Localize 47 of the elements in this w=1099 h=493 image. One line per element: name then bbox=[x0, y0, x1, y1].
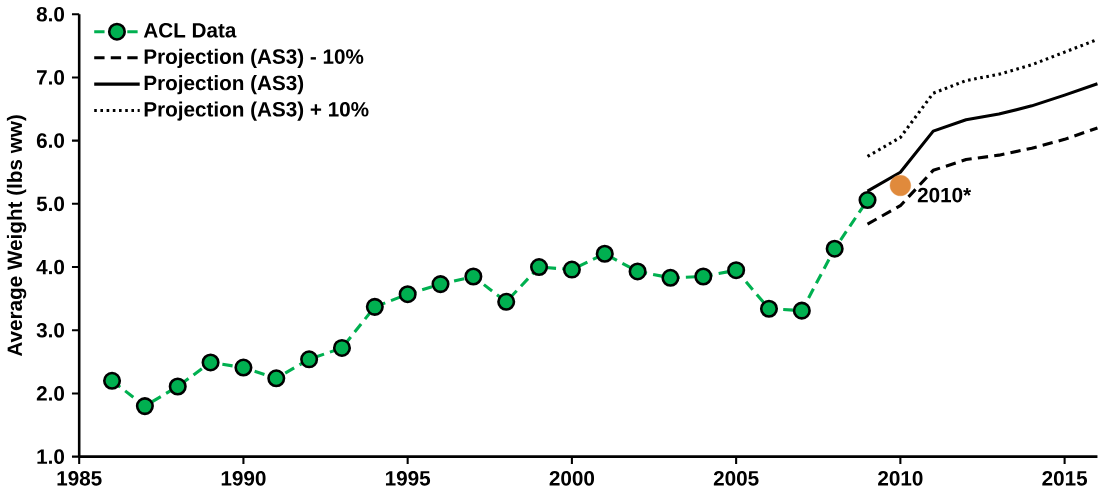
point bbox=[759, 299, 779, 319]
point bbox=[365, 298, 384, 317]
y-tick-label: 6.0 bbox=[36, 133, 65, 149]
x-tick-label: 1985 bbox=[57, 471, 102, 486]
point bbox=[792, 301, 811, 320]
y-tick-label: 2.0 bbox=[36, 386, 65, 402]
x-tick-label: 2010 bbox=[878, 471, 923, 486]
point bbox=[103, 372, 122, 391]
y-axis-title: Average Weight (lbs ww) bbox=[6, 115, 27, 357]
x-tick-label: 2000 bbox=[549, 471, 595, 486]
line-series bbox=[865, 126, 1099, 226]
point bbox=[595, 244, 614, 264]
x-tick-label: 1990 bbox=[221, 471, 266, 486]
point bbox=[497, 292, 516, 312]
y-tick-label: 7.0 bbox=[37, 70, 65, 85]
point bbox=[332, 339, 352, 358]
annotation: 2010* bbox=[917, 188, 972, 203]
point bbox=[661, 268, 680, 288]
point bbox=[858, 191, 877, 210]
legend-label: Projection (AS3) bbox=[144, 75, 304, 95]
point bbox=[727, 261, 746, 280]
point bbox=[464, 267, 483, 286]
point bbox=[431, 275, 450, 294]
point bbox=[300, 350, 319, 369]
point bbox=[694, 267, 713, 286]
y-tick-label: 4.0 bbox=[36, 259, 65, 275]
x-tick-label: 2015 bbox=[1042, 471, 1088, 486]
point bbox=[135, 397, 154, 416]
point bbox=[825, 239, 844, 258]
point bbox=[562, 260, 581, 279]
y-tick-label: 5.0 bbox=[36, 196, 65, 212]
y-tick-label: 3.0 bbox=[36, 323, 65, 338]
point bbox=[234, 358, 253, 377]
legend-label: Projection (AS3) + 10% bbox=[144, 101, 369, 121]
point bbox=[168, 377, 187, 396]
y-tick-label: 8.0 bbox=[36, 7, 65, 22]
point bbox=[628, 262, 647, 281]
y-tick-label: 1.0 bbox=[37, 449, 65, 465]
x-tick-label: 1995 bbox=[385, 471, 431, 486]
point bbox=[201, 353, 220, 372]
point bbox=[267, 369, 286, 388]
point bbox=[530, 258, 549, 277]
point bbox=[398, 285, 417, 304]
point bbox=[889, 175, 911, 197]
x-tick-label: 2005 bbox=[713, 471, 759, 486]
legend-label: Projection (AS3) - 10% bbox=[144, 48, 364, 69]
legend-label: ACL Data bbox=[143, 23, 237, 38]
